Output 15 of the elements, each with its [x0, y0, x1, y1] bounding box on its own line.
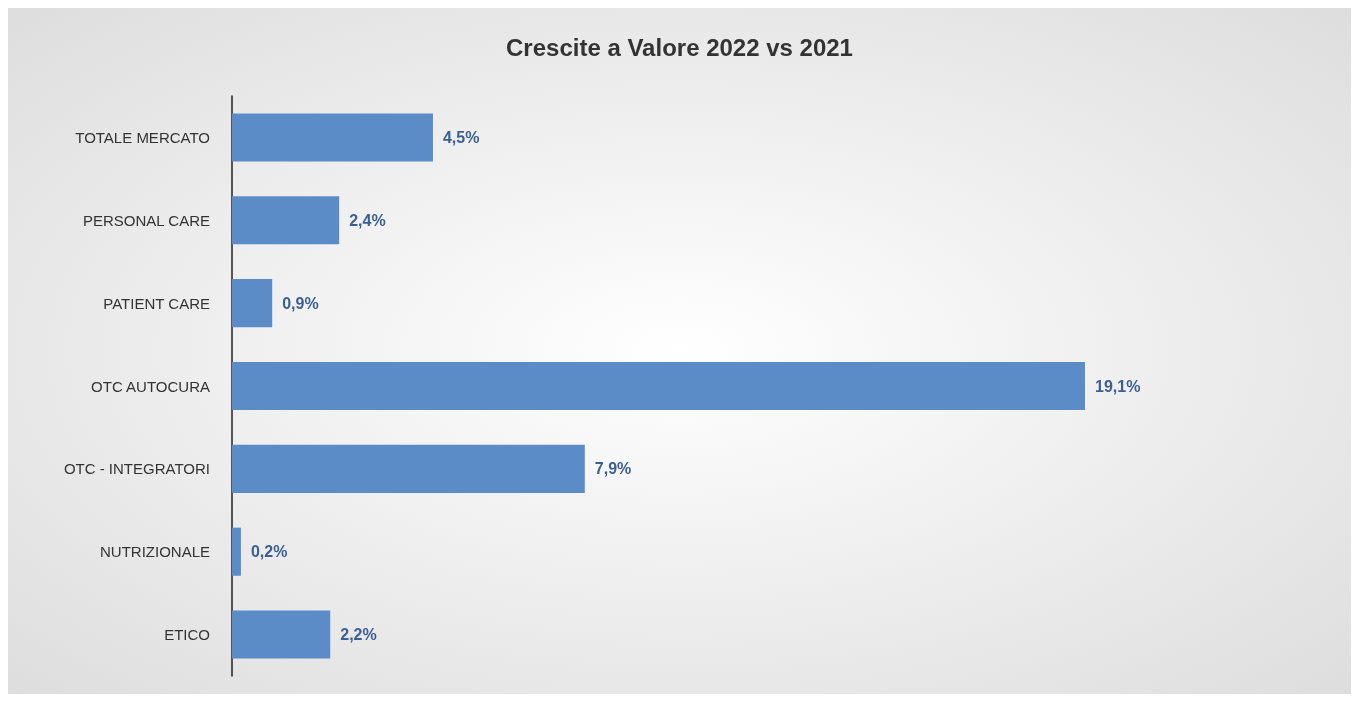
y-tick-label: OTC - INTEGRATORI: [63, 460, 210, 478]
chart-title: Crescite a Valore 2022 vs 2021: [506, 33, 853, 61]
data-label: 2,4%: [349, 211, 386, 229]
data-label: 0,9%: [282, 294, 319, 312]
data-label: 19,1%: [1095, 377, 1141, 395]
y-tick-label: PATIENT CARE: [103, 294, 210, 312]
data-label: 7,9%: [594, 460, 632, 478]
y-tick-label: OTC AUTOCURA: [91, 377, 210, 395]
data-label: 4,5%: [442, 128, 480, 146]
y-tick-label: ETICO: [164, 626, 210, 644]
y-tick-label: NUTRIZIONALE: [99, 543, 210, 561]
y-tick-label: TOTALE MERCATO: [75, 128, 210, 146]
y-tick-label: PERSONAL CARE: [83, 211, 210, 229]
data-label: 2,2%: [340, 626, 377, 644]
data-label: 0,2%: [250, 543, 288, 561]
